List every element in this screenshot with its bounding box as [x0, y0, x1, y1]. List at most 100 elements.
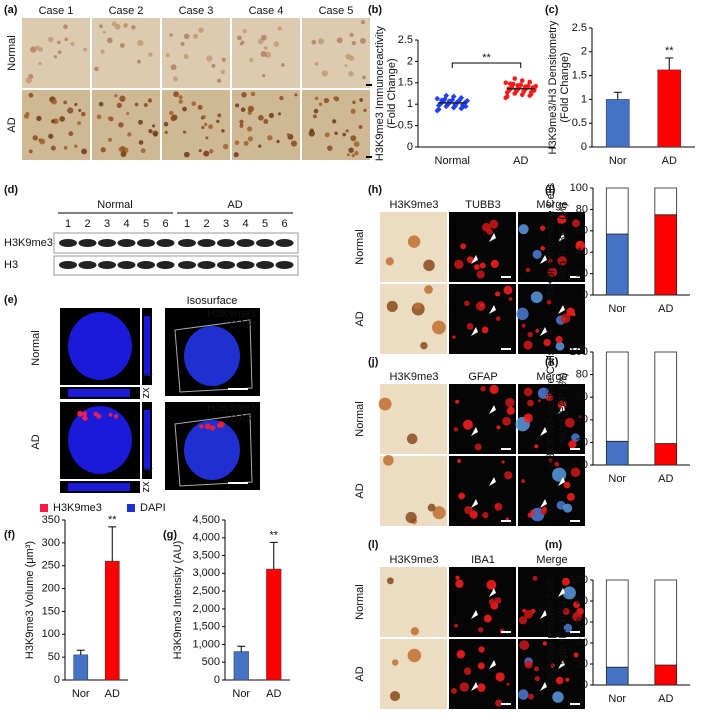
y-tick-label: 100	[570, 574, 588, 586]
cell	[503, 285, 513, 295]
cell	[555, 335, 563, 344]
cell	[148, 128, 153, 134]
cell	[143, 102, 148, 108]
y-tick-label: 40	[576, 637, 588, 649]
cell	[561, 577, 570, 586]
cell	[28, 149, 33, 154]
x-tick-label: AD	[658, 473, 673, 485]
cell	[334, 131, 338, 135]
cell	[171, 114, 178, 121]
cell	[495, 672, 505, 682]
error-bar	[665, 57, 674, 70]
cell	[480, 386, 486, 392]
cell	[100, 147, 106, 153]
cell	[474, 443, 482, 451]
cell	[74, 102, 78, 107]
bar-segment	[654, 664, 678, 686]
blot	[53, 255, 299, 276]
cell	[313, 108, 319, 114]
cell	[67, 107, 74, 114]
panel-label: (i)	[545, 184, 556, 196]
cell	[140, 148, 146, 154]
micrograph	[449, 212, 516, 282]
nucleus	[144, 410, 150, 470]
y-tick-label: 4,500	[192, 514, 220, 526]
arrowhead	[471, 255, 478, 264]
cell	[290, 140, 298, 147]
cell	[163, 121, 169, 127]
cell	[250, 91, 256, 97]
band	[236, 239, 255, 247]
cell	[203, 150, 210, 157]
band	[178, 261, 196, 269]
cell	[506, 682, 510, 686]
y-tick-label: 40	[576, 414, 588, 426]
cell	[504, 471, 513, 480]
cell	[98, 101, 104, 107]
y-tick-label: 0	[54, 674, 60, 686]
cell	[276, 139, 280, 144]
cell	[280, 63, 285, 67]
cell	[198, 27, 204, 33]
scale-bar	[228, 482, 248, 484]
scale-bar	[570, 703, 580, 705]
y-tick-label: 200	[42, 582, 60, 594]
bar-segment	[605, 440, 629, 466]
cell	[534, 676, 540, 682]
cell	[363, 108, 367, 113]
lane-label: 6	[281, 218, 287, 230]
cell	[389, 690, 401, 702]
micrograph	[449, 567, 516, 637]
micrograph	[162, 90, 230, 160]
cell	[240, 123, 244, 127]
nucleus	[144, 316, 150, 376]
error-bar	[108, 526, 117, 562]
column-header: Isosurface	[187, 295, 238, 307]
arrowhead	[489, 588, 496, 597]
cell	[204, 423, 211, 430]
cell	[217, 78, 222, 83]
cell	[532, 575, 538, 581]
cell	[557, 215, 567, 225]
cell	[344, 64, 348, 68]
cell	[74, 144, 78, 149]
cell	[359, 98, 364, 102]
cell	[147, 98, 153, 103]
isosurface	[184, 420, 240, 480]
row-label: Normal	[354, 401, 366, 436]
cell	[452, 335, 456, 339]
cell	[524, 609, 533, 619]
cell	[480, 303, 484, 307]
cell	[360, 20, 366, 25]
bar-segment	[654, 187, 678, 216]
cell	[518, 689, 529, 700]
y-tick-label: 2	[407, 55, 413, 67]
y-tick-label: 4,000	[192, 532, 220, 544]
data-point	[462, 103, 469, 110]
y-tick-label: 150	[42, 605, 60, 617]
cell	[535, 328, 540, 333]
y-tick-label: 0	[581, 141, 587, 153]
panel-label: (g)	[163, 529, 177, 541]
cell	[555, 676, 564, 685]
cell	[208, 149, 214, 154]
cell	[327, 145, 333, 151]
cell	[572, 219, 581, 228]
cell	[383, 455, 394, 466]
cell	[413, 302, 422, 310]
cell	[220, 69, 225, 74]
bar-segment	[654, 443, 678, 466]
y-tick-label: 100	[42, 628, 60, 640]
cell	[570, 467, 581, 477]
cell	[554, 461, 560, 467]
x-tick-label: Normal	[435, 155, 470, 167]
bar	[73, 654, 89, 681]
cell	[94, 66, 99, 72]
cell	[261, 34, 267, 41]
scale-bar	[501, 276, 511, 278]
lane-label: 4	[242, 218, 248, 230]
cell	[348, 71, 354, 77]
cell	[527, 399, 534, 407]
arrowhead	[489, 405, 496, 414]
channel-label: H3K9me3	[207, 308, 256, 320]
